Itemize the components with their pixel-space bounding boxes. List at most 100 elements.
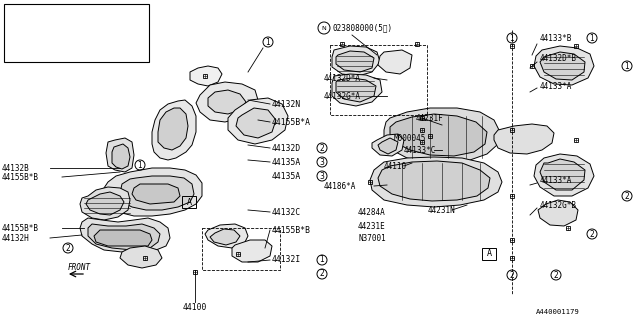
Text: A440001179: A440001179 [536, 309, 580, 315]
Text: 3: 3 [12, 49, 16, 55]
Text: 1: 1 [138, 161, 142, 170]
Bar [340, 42, 344, 46]
Text: 44186*A: 44186*A [324, 181, 356, 190]
Text: 44132G*B: 44132G*B [540, 201, 577, 210]
Polygon shape [86, 192, 124, 215]
Bar [368, 180, 372, 184]
Text: 44132I: 44132I [272, 255, 301, 265]
Bar [566, 226, 570, 230]
Bar [143, 256, 147, 260]
Text: 023808000(5。): 023808000(5。) [332, 23, 392, 33]
Text: 2: 2 [554, 270, 558, 279]
Polygon shape [158, 108, 188, 150]
Polygon shape [210, 229, 240, 245]
Text: 44132H: 44132H [2, 234, 29, 243]
Text: 1: 1 [12, 11, 16, 17]
Polygon shape [494, 124, 554, 154]
Bar [415, 42, 419, 46]
Bar [574, 138, 578, 142]
Polygon shape [120, 176, 194, 210]
Text: 44133*B: 44133*B [540, 34, 572, 43]
Polygon shape [534, 46, 594, 85]
Polygon shape [332, 74, 382, 106]
Polygon shape [538, 200, 578, 226]
Text: 2: 2 [12, 30, 16, 36]
Polygon shape [94, 230, 152, 246]
Polygon shape [332, 46, 380, 76]
Bar [510, 238, 514, 242]
Polygon shape [196, 82, 258, 122]
Text: 44155B*B: 44155B*B [2, 172, 39, 181]
Text: 3: 3 [319, 157, 324, 166]
Text: B: B [26, 30, 30, 36]
FancyBboxPatch shape [4, 4, 149, 62]
Polygon shape [88, 224, 160, 250]
Polygon shape [336, 51, 374, 72]
Text: 44133*A: 44133*A [540, 82, 572, 91]
Text: 3: 3 [319, 172, 324, 180]
Text: 44133*C: 44133*C [404, 146, 436, 155]
Text: 44155B*B: 44155B*B [272, 226, 311, 235]
Text: A: A [186, 197, 191, 206]
Bar [420, 128, 424, 132]
Polygon shape [228, 98, 288, 144]
Text: 44132D*B: 44132D*B [540, 53, 577, 62]
Bar [510, 256, 514, 260]
Polygon shape [378, 161, 490, 201]
Bar [574, 44, 578, 48]
Text: 1: 1 [509, 34, 515, 43]
Text: 2: 2 [625, 191, 629, 201]
Bar [420, 140, 424, 144]
Text: 44132G*A: 44132G*A [324, 92, 361, 100]
Polygon shape [534, 154, 594, 196]
Text: 44100: 44100 [183, 303, 207, 313]
Polygon shape [205, 224, 248, 248]
Text: 44231N: 44231N [428, 205, 456, 214]
Text: 1: 1 [319, 255, 324, 265]
Text: 2: 2 [319, 269, 324, 278]
Text: 010106160(14): 010106160(14) [34, 30, 91, 36]
Polygon shape [378, 138, 398, 154]
Text: 023806000(14): 023806000(14) [34, 11, 91, 17]
Bar [236, 252, 240, 256]
Bar [510, 128, 514, 132]
Text: 44284A: 44284A [358, 207, 386, 217]
Text: 1: 1 [266, 37, 270, 46]
Polygon shape [232, 240, 272, 262]
Polygon shape [378, 50, 412, 74]
Polygon shape [372, 134, 404, 156]
Text: 2: 2 [319, 143, 324, 153]
Polygon shape [370, 157, 502, 207]
Polygon shape [540, 52, 585, 80]
Text: 44132D*A: 44132D*A [324, 74, 361, 83]
Bar [203, 74, 207, 78]
Polygon shape [152, 100, 196, 160]
Bar [428, 134, 432, 138]
Polygon shape [390, 114, 487, 156]
Text: 010106200(2): 010106200(2) [34, 49, 86, 56]
Text: 44132D: 44132D [272, 143, 301, 153]
Bar [510, 194, 514, 198]
Text: 2: 2 [589, 229, 595, 238]
Text: 44132N: 44132N [272, 100, 301, 108]
Polygon shape [120, 246, 162, 268]
Polygon shape [540, 159, 585, 190]
Bar [510, 44, 514, 48]
Text: 44132C: 44132C [272, 207, 301, 217]
Polygon shape [190, 66, 222, 86]
Polygon shape [106, 138, 134, 172]
Polygon shape [336, 78, 376, 102]
Text: N37001: N37001 [358, 234, 386, 243]
Polygon shape [208, 90, 246, 114]
Text: 44135A: 44135A [272, 157, 301, 166]
Text: 44133*A: 44133*A [540, 175, 572, 185]
Polygon shape [384, 108, 500, 163]
Polygon shape [112, 144, 130, 169]
Polygon shape [80, 187, 130, 220]
Text: FRONT: FRONT [68, 263, 91, 273]
Text: 44132B: 44132B [2, 164, 29, 172]
Polygon shape [236, 108, 276, 138]
Text: A: A [486, 250, 492, 259]
Text: 2: 2 [66, 244, 70, 252]
Text: 44155B*A: 44155B*A [272, 117, 311, 126]
